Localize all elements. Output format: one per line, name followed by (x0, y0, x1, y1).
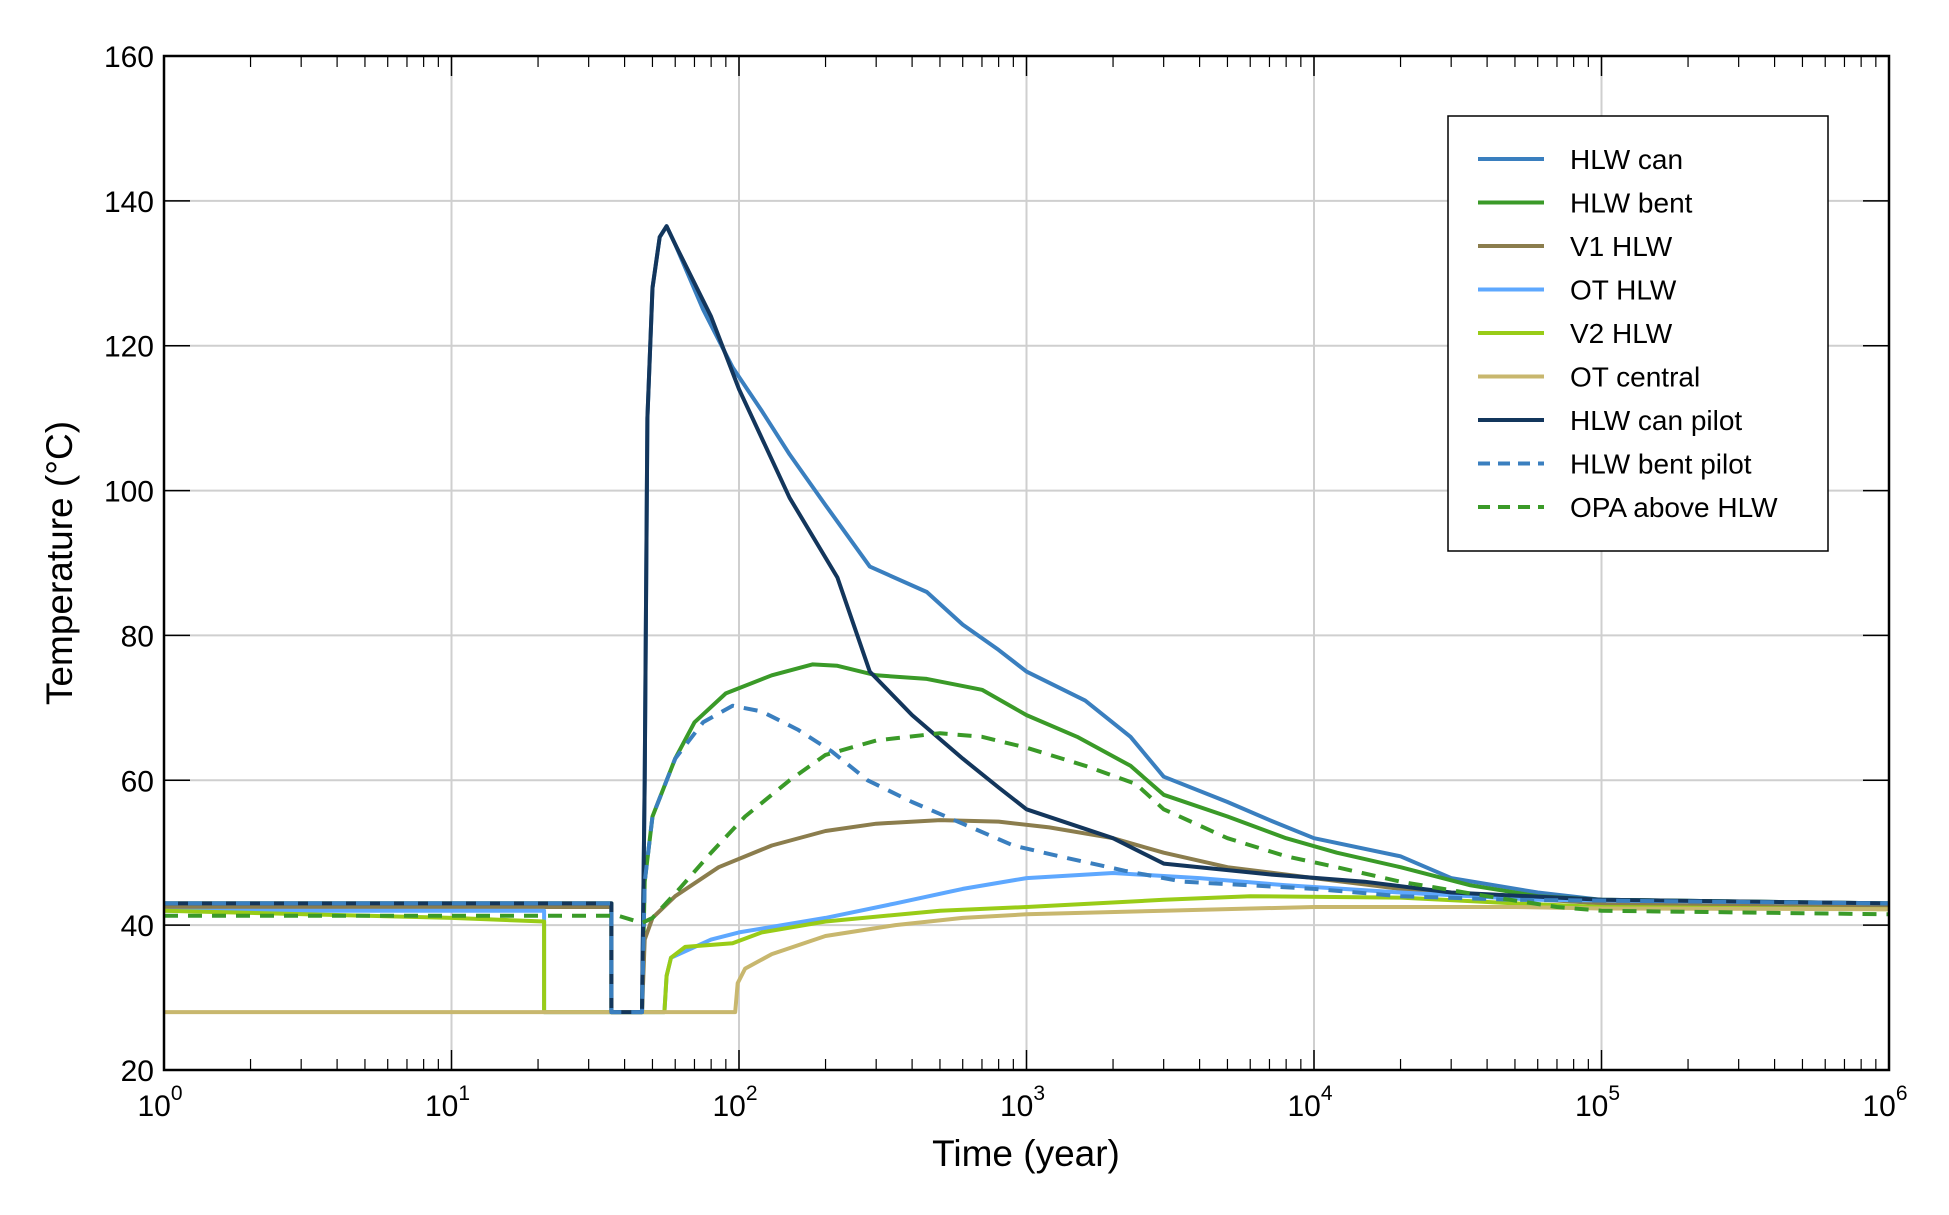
series-lines (163, 224, 1890, 1015)
y-tick-label: 120 (104, 331, 154, 364)
series-line-hlw-bent (164, 662, 1890, 1015)
series-line-opa-above-hlw (164, 731, 1890, 925)
legend-label: OT HLW (1570, 275, 1677, 306)
y-tick-label: 100 (104, 476, 154, 509)
x-tick-label: 106 (1862, 1082, 1907, 1123)
legend: HLW can HLW bent V1 HLW OT HLW V2 HLW OT cent… (1447, 115, 1829, 552)
y-tick-label: 160 (104, 41, 154, 74)
tick-labels: 100 101 102 103 104 105 106 20 40 60 80 100 120 140 16… (104, 41, 1908, 1123)
x-tick-label: 100 (137, 1082, 182, 1123)
x-tick-label: 105 (1575, 1082, 1620, 1123)
x-tick-label: 104 (1287, 1082, 1332, 1123)
legend-label: V2 HLW (1570, 318, 1673, 349)
series-line-hlw-bent-pilot (164, 703, 1890, 1015)
legend-label: OT central (1570, 362, 1700, 393)
x-tick-label: 102 (712, 1082, 757, 1123)
legend-label: V1 HLW (1570, 231, 1673, 262)
legend-label: HLW can (1570, 144, 1683, 175)
series-line-hlw-can-pilot (164, 224, 1890, 1015)
y-tick-label: 40 (121, 910, 154, 943)
y-axis-title: Temperature (°C) (39, 421, 80, 705)
legend-label: HLW bent pilot (1570, 449, 1752, 480)
ticks (163, 55, 1890, 1071)
legend-label: OPA above HLW (1570, 492, 1778, 523)
legend-label: HLW can pilot (1570, 405, 1742, 436)
x-tick-label: 103 (1000, 1082, 1045, 1123)
series-line-ot-central (164, 905, 1890, 1015)
y-tick-label: 140 (104, 186, 154, 219)
x-axis-title: Time (year) (932, 1133, 1120, 1174)
legend-label: HLW bent (1570, 188, 1693, 219)
y-tick-label: 20 (121, 1055, 154, 1088)
x-tick-label: 101 (425, 1082, 470, 1123)
y-tick-label: 60 (121, 765, 154, 798)
y-tick-label: 80 (121, 620, 154, 653)
